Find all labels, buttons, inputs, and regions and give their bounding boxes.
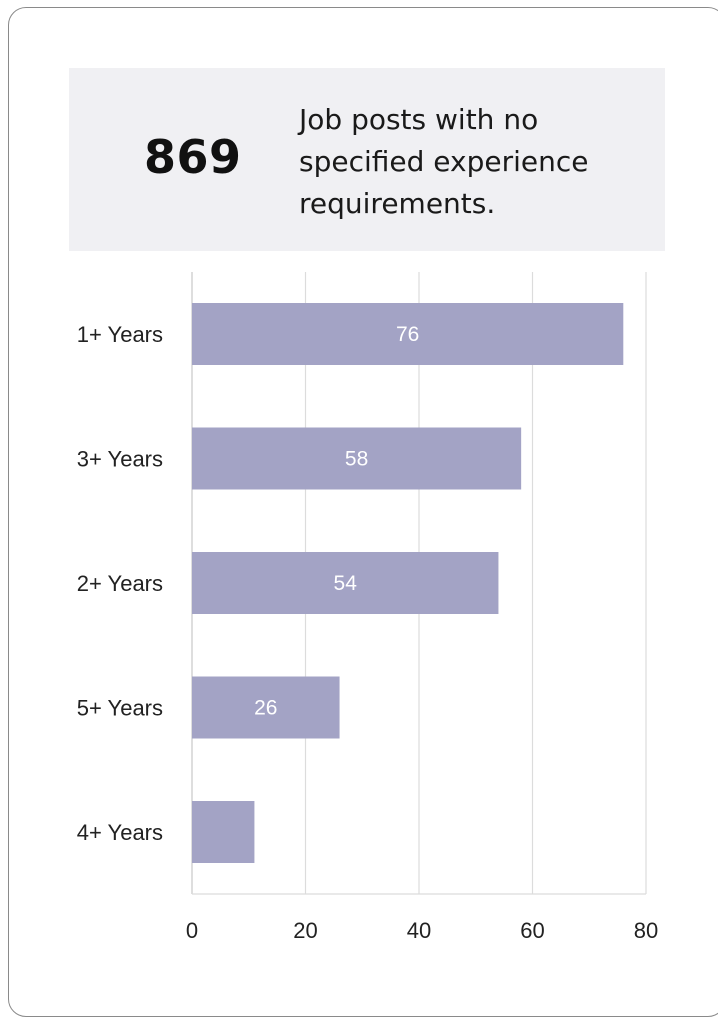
stat-description: Job posts with no specified experience r… <box>299 103 589 220</box>
category-label: 2+ Years <box>77 571 163 596</box>
x-tick-label: 40 <box>407 918 431 943</box>
data-label: 76 <box>396 323 419 346</box>
bar <box>192 427 522 490</box>
x-tick-label: 80 <box>634 918 658 943</box>
data-label: 54 <box>334 572 358 595</box>
category-label: 3+ Years <box>77 447 163 472</box>
category-label: 1+ Years <box>77 322 163 347</box>
bar <box>192 676 340 739</box>
x-tick-label: 20 <box>293 918 317 943</box>
data-label: 58 <box>345 448 368 471</box>
bar <box>192 303 624 365</box>
stat-number: 869 <box>144 130 242 184</box>
x-tick-label: 60 <box>520 918 544 943</box>
category-label: 4+ Years <box>77 820 163 845</box>
bar <box>192 801 255 863</box>
category-label: 5+ Years <box>77 696 163 721</box>
stat-box: 869 Job posts with no specified experien… <box>69 68 665 251</box>
data-label: 26 <box>254 697 277 720</box>
bar <box>192 552 499 614</box>
x-tick-label: 0 <box>186 918 198 943</box>
